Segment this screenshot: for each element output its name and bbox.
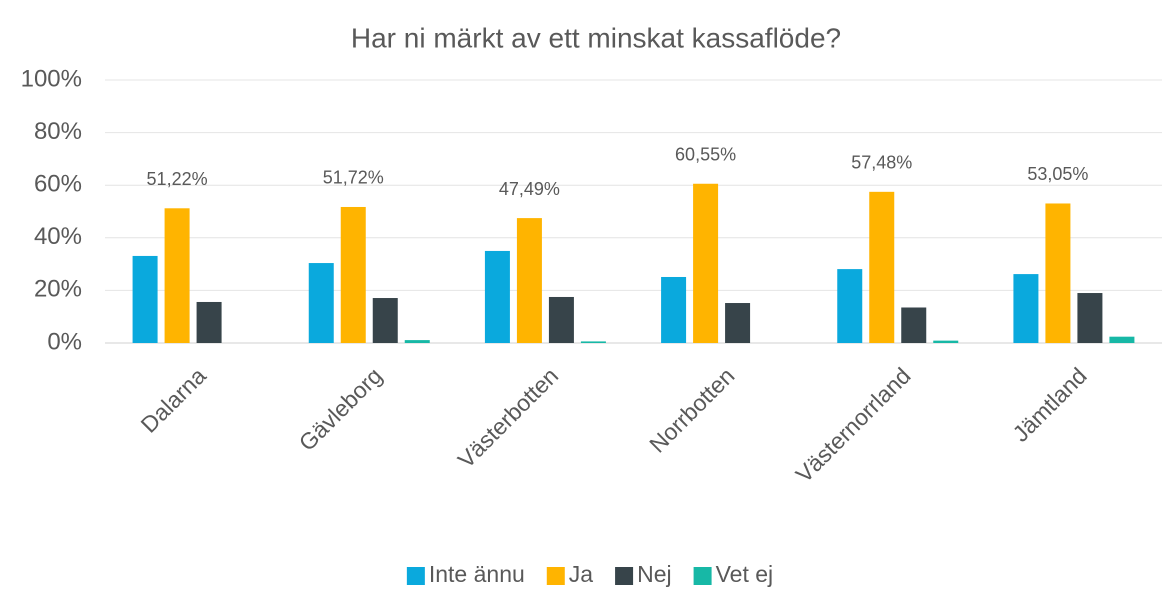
bar <box>725 303 751 343</box>
bar <box>132 255 158 343</box>
bar <box>693 183 719 343</box>
bar <box>164 208 190 343</box>
data-label: 51,22% <box>147 169 208 189</box>
legend-label: Vet ej <box>716 561 774 587</box>
legend-swatch <box>406 567 425 585</box>
bar <box>580 341 606 343</box>
x-tick-label: Västernorrland <box>791 362 916 487</box>
data-label: 60,55% <box>675 145 736 165</box>
bar <box>196 301 222 343</box>
legend-swatch <box>693 567 712 585</box>
legend-swatch <box>546 567 565 585</box>
legend-label: Ja <box>569 561 594 587</box>
y-tick-label: 80% <box>34 118 82 145</box>
x-tick-label: Dalarna <box>136 362 211 437</box>
bar <box>516 218 542 343</box>
y-tick-label: 20% <box>34 276 82 303</box>
bar <box>340 206 366 343</box>
bar <box>308 263 334 343</box>
bar <box>548 296 574 343</box>
x-tick-label: Gävleborg <box>294 362 387 455</box>
data-label: 47,49% <box>499 179 560 199</box>
x-tick-label: Västerbotten <box>453 362 564 473</box>
legend-label: Nej <box>637 561 672 587</box>
y-tick-label: 60% <box>34 171 82 198</box>
legend-swatch <box>615 567 634 585</box>
chart-title: Har ni märkt av ett minskat kassaflöde? <box>351 22 841 53</box>
bar <box>901 307 927 343</box>
x-tick-label: Jämtland <box>1007 362 1091 446</box>
bar <box>484 250 510 343</box>
bar <box>1013 274 1039 343</box>
bar <box>404 340 430 343</box>
data-label: 57,48% <box>851 153 912 173</box>
data-label: 51,72% <box>323 168 384 188</box>
bar <box>1109 336 1135 343</box>
y-tick-label: 40% <box>34 223 82 250</box>
bar <box>869 191 895 343</box>
legend-label: Inte ännu <box>429 561 525 587</box>
data-label: 53,05% <box>1027 164 1088 184</box>
bar <box>661 276 687 343</box>
x-tick-label: Norrbotten <box>644 362 739 457</box>
y-tick-label: 100% <box>21 65 82 92</box>
bar <box>1077 293 1103 343</box>
bar <box>1045 203 1071 343</box>
y-tick-label: 0% <box>47 328 82 355</box>
bar <box>837 269 863 343</box>
bar <box>372 298 398 343</box>
bar <box>933 340 959 343</box>
